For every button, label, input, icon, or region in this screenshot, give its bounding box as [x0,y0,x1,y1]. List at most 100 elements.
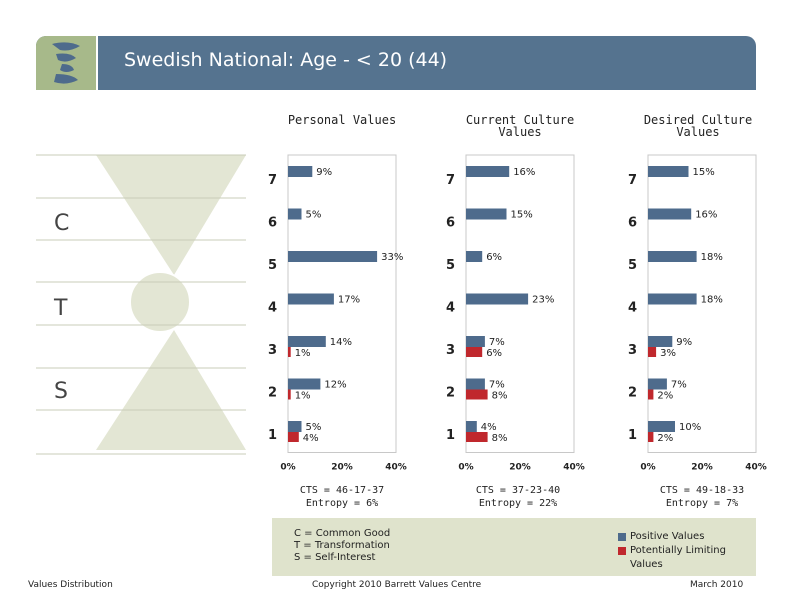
positive-bar-4 [288,293,334,305]
category-label-2: 2 [628,386,637,401]
x-tick-2: 40% [385,463,407,473]
category-label-5: 5 [628,258,637,273]
panel-title-current-line1: Current Culture [465,113,575,127]
positive-value-label-5: 6% [486,252,502,263]
positive-bar-5 [648,251,697,262]
positive-value-label-1: 5% [306,422,322,433]
limiting-value-label-1: 8% [492,433,508,444]
legend-limiting: Potentially Limiting [630,545,726,556]
positive-bar-3 [648,336,673,347]
positive-value-label-3: 7% [489,337,505,348]
label-c: C [54,211,69,236]
limiting-bar-3 [288,347,291,357]
positive-value-label-7: 9% [316,167,332,178]
category-label-7: 7 [446,173,455,188]
positive-value-label-4: 18% [701,295,723,306]
positive-bar-6 [288,208,302,220]
positive-bar-4 [648,293,697,305]
category-label-1: 1 [628,428,637,443]
positive-value-label-6: 15% [511,210,533,221]
category-label-6: 6 [628,216,637,231]
positive-value-label-6: 16% [695,210,717,221]
x-tick-0: 0% [458,463,473,473]
limiting-bar-3 [466,347,483,357]
positive-bar-7 [648,166,689,177]
positive-value-label-7: 15% [693,167,715,178]
x-tick-0: 0% [640,463,655,473]
positive-swatch [618,533,626,541]
positive-bar-3 [288,336,326,347]
positive-bar-7 [288,166,313,177]
limiting-bar-2 [288,389,291,400]
limiting-swatch [618,547,626,555]
positive-value-label-1: 10% [679,422,701,433]
positive-bar-7 [466,166,510,177]
positive-value-label-5: 33% [381,252,403,263]
entropy-personal-line: Entropy = 6% [305,498,379,509]
positive-value-label-5: 18% [701,252,723,263]
logo [36,36,98,90]
limiting-value-label-1: 4% [303,433,319,444]
definitions: C = Common Good T = Transformation S = S… [294,528,390,564]
limiting-bar-3 [648,347,657,357]
limiting-value-label-2: 8% [492,391,508,402]
level-diagram: C T S [36,154,246,455]
cts-personal: CTS = 46-17-37 Entropy = 6% [272,484,412,510]
transformation-circle [129,271,191,333]
category-label-2: 2 [268,386,277,401]
positive-bar-1 [288,421,302,432]
x-tick-1: 20% [509,463,531,473]
positive-value-label-2: 12% [324,380,346,391]
self-interest-funnel [96,330,246,450]
positive-value-label-1: 4% [481,422,497,433]
limiting-bar-2 [648,389,654,400]
positive-bar-5 [466,251,483,262]
x-tick-0: 0% [280,463,295,473]
positive-bar-5 [288,251,378,262]
limiting-value-label-2: 2% [657,391,673,402]
category-label-5: 5 [268,258,277,273]
footer-copyright: Copyright 2010 Barrett Values Centre [312,580,482,590]
category-label-7: 7 [628,173,637,188]
definition-c: C = Common Good [294,528,391,539]
definition-s: S = Self-Interest [294,552,376,563]
legend-panel: C = Common Good T = Transformation S = S… [272,518,756,576]
header-bar: Swedish National: Age - < 20 (44) [36,36,756,90]
x-tick-2: 40% [745,463,767,473]
logo-icon [52,42,80,84]
label-t: T [53,296,68,321]
chart-personal-values: 79%65%533%417%314%1%212%1%15%4%0% 20% 40% [268,154,407,473]
category-label-4: 4 [446,301,455,316]
category-label-7: 7 [268,173,277,188]
limiting-value-label-3: 1% [295,348,311,359]
positive-value-label-6: 5% [306,210,322,221]
positive-value-label-3: 9% [676,337,692,348]
positive-bar-6 [648,208,692,220]
positive-bar-2 [288,378,321,390]
category-label-6: 6 [446,216,455,231]
positive-bar-2 [648,378,667,390]
limiting-value-label-3: 6% [486,348,502,359]
legend-positive: Positive Values [630,531,705,542]
positive-value-label-4: 23% [532,295,554,306]
limiting-bar-1 [648,432,654,442]
panel-title-desired-line2: Values [676,125,720,139]
entropy-desired-line: Entropy = 7% [665,498,739,509]
category-label-6: 6 [268,216,277,231]
cts-personal-line: CTS = 46-17-37 [299,485,385,496]
category-label-1: 1 [268,428,277,443]
x-tick-2: 40% [563,463,585,473]
positive-value-label-2: 7% [671,380,687,391]
category-label-5: 5 [446,258,455,273]
cts-desired: CTS = 49-18-33 Entropy = 7% [632,484,772,510]
panel-title-desired: Desired Culture Values [628,114,768,138]
positive-bar-2 [466,378,485,390]
positive-bar-3 [466,336,485,347]
category-label-4: 4 [628,301,637,316]
category-label-3: 3 [446,343,455,358]
limiting-bar-2 [466,389,488,400]
limiting-bar-1 [288,432,299,442]
cts-desired-line: CTS = 49-18-33 [659,485,745,496]
cts-current: CTS = 37-23-40 Entropy = 22% [448,484,588,510]
positive-bar-6 [466,208,507,220]
